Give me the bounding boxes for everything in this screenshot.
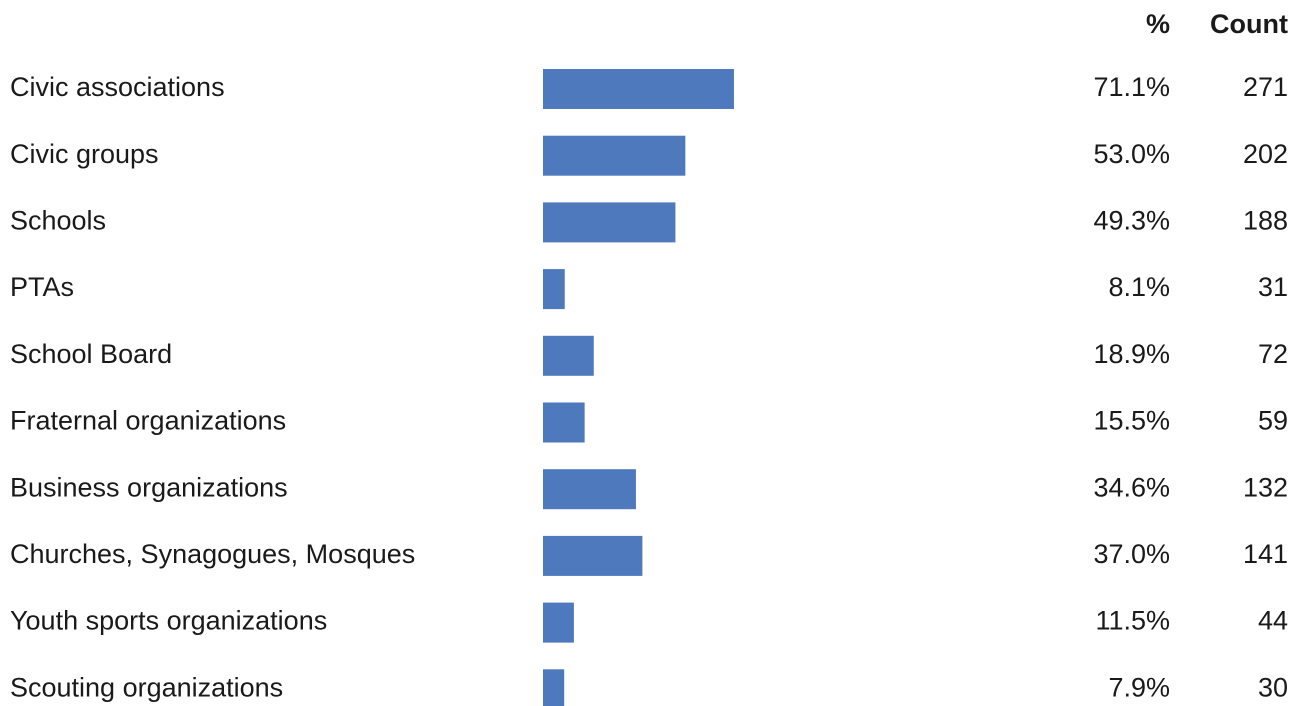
bar [543,135,686,176]
bar [543,69,734,109]
column-header: Count [1210,9,1288,39]
row-label: Youth sports organizations [10,606,327,636]
count-label: 59 [1258,406,1288,436]
count-label: 30 [1258,672,1288,702]
column-header: % [1146,9,1170,39]
bar [543,602,574,643]
count-label: 44 [1258,606,1288,636]
row-label: Fraternal organizations [10,406,286,436]
percent-label: 37.0% [1093,539,1170,569]
bar [543,469,636,510]
percent-label: 11.5% [1095,606,1170,636]
count-label: 271 [1243,72,1288,102]
row-label: Scouting organizations [10,672,283,702]
count-label: 72 [1258,339,1288,369]
count-label: 31 [1258,272,1288,302]
percent-label: 34.6% [1093,472,1170,502]
row-label: PTAs [10,272,74,302]
bar [543,269,565,310]
count-label: 132 [1243,472,1288,502]
count-label: 188 [1243,206,1288,236]
bar [543,335,594,376]
bar [543,402,585,443]
percent-label: 53.0% [1093,139,1170,169]
row-label: Civic associations [10,72,225,102]
percent-label: 8.1% [1108,272,1170,302]
percent-label: 15.5% [1093,406,1170,436]
row-label: Schools [10,206,106,236]
row-label: School Board [10,339,172,369]
row-label: Churches, Synagogues, Mosques [10,539,415,569]
count-label: 202 [1243,139,1288,169]
percent-label: 49.3% [1093,206,1170,236]
percent-label: 71.1% [1093,72,1170,102]
percent-label: 7.9% [1108,672,1170,702]
count-label: 141 [1243,539,1288,569]
bar [543,202,676,243]
bar [543,535,643,576]
percent-label: 18.9% [1093,339,1170,369]
bar [543,669,565,706]
row-label: Business organizations [10,472,288,502]
row-label: Civic groups [10,139,159,169]
